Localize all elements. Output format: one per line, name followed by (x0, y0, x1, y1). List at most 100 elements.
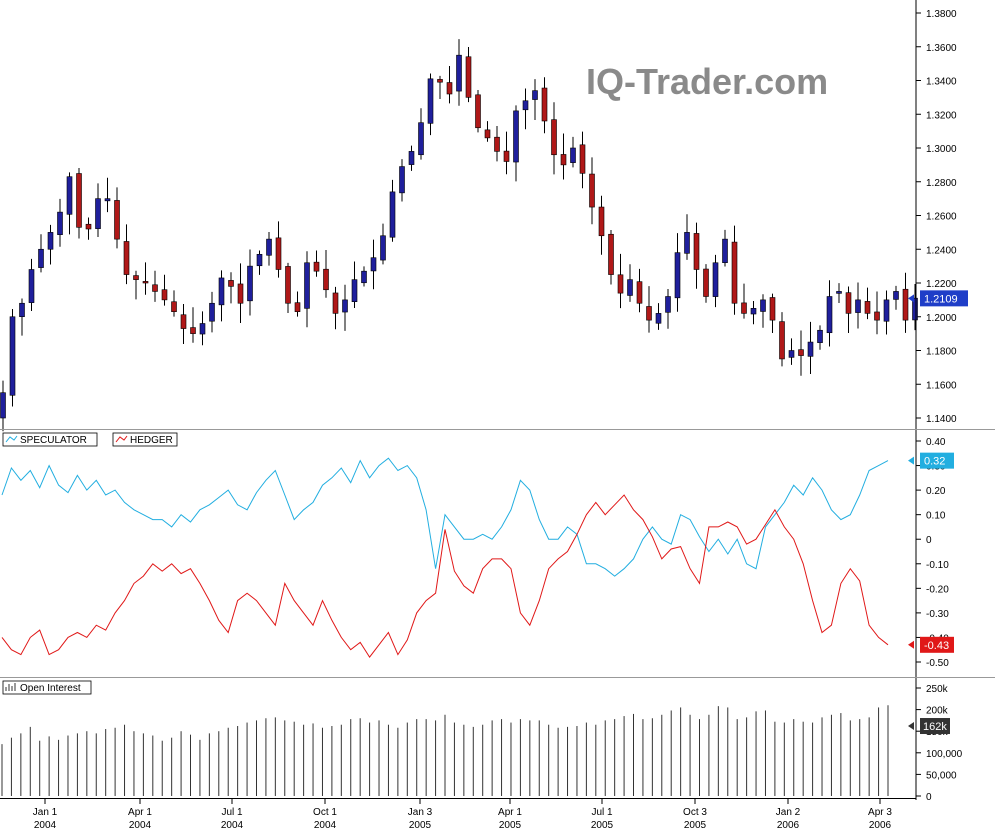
price-tick-label: 1.3400 (926, 77, 957, 88)
oi-tick-label: 200k (926, 706, 949, 717)
time-tick-year: 2005 (499, 820, 522, 831)
candle-up (370, 257, 377, 272)
price-tick-label: 1.2600 (926, 212, 957, 223)
candle-down (171, 301, 177, 312)
candle-down (845, 292, 852, 314)
legend-label: SPECULATOR (20, 435, 87, 446)
candle-up (788, 350, 795, 358)
candle-down (798, 349, 804, 356)
candle-down (560, 154, 567, 166)
candle-down (475, 94, 481, 129)
candle-down (85, 223, 92, 230)
time-tick-year: 2004 (314, 820, 337, 831)
candle-up (456, 54, 462, 92)
candle-down (437, 79, 443, 83)
cot-tick-label: -0.50 (926, 658, 949, 669)
candle-down (769, 297, 776, 321)
oi-tick-label: 250k (926, 684, 949, 695)
candle-down (275, 237, 282, 270)
candle-up (247, 265, 253, 302)
price-tick-label: 1.2400 (926, 245, 957, 256)
time-tick-label: Apr 1 (128, 807, 152, 818)
time-tick-year: 2005 (409, 820, 432, 831)
candle-up (256, 254, 263, 267)
time-tick-label: Oct 1 (313, 807, 337, 818)
candle-down (313, 261, 320, 272)
time-tick-label: Oct 3 (683, 807, 707, 818)
candle-up (570, 147, 576, 163)
time-tick-year: 2004 (129, 820, 152, 831)
candle-down (693, 233, 700, 270)
candle-up (342, 299, 348, 313)
candle-up (817, 329, 823, 343)
candle-down (294, 302, 301, 312)
price-tick-label: 1.2000 (926, 313, 957, 324)
candle-down (190, 327, 196, 334)
candle-up (684, 232, 690, 254)
time-tick-year: 2005 (591, 820, 614, 831)
candle-up (9, 316, 16, 396)
price-tick-label: 1.2200 (926, 279, 957, 290)
candle-up (427, 78, 434, 124)
time-tick-label: Apr 1 (498, 807, 522, 818)
candle-up (408, 151, 415, 165)
candle-up (418, 122, 424, 156)
price-tick-label: 1.3200 (926, 110, 957, 121)
candle-down (237, 283, 244, 304)
candle-down (152, 284, 158, 292)
candle-up (627, 279, 633, 296)
oi-last-label: 162k (923, 721, 947, 733)
candle-down (703, 268, 709, 297)
candle-down (541, 87, 548, 122)
candle-down (617, 274, 624, 294)
legend-box (2, 432, 98, 447)
candle-up (807, 341, 814, 357)
candle-down (484, 129, 491, 139)
candle-down (551, 119, 557, 156)
candle-down (598, 206, 605, 237)
candle-up (19, 302, 25, 318)
time-tick-year: 2004 (34, 820, 57, 831)
candle-down (323, 268, 329, 291)
oi-last-badge (920, 718, 950, 735)
cot-panel: 0.400.300.200.100-0.10-0.20-0.30-0.40-0.… (1, 432, 954, 669)
candle-down (741, 302, 747, 314)
price-tick-label: 1.2800 (926, 178, 957, 189)
watermark: IQ-Trader.com (586, 61, 828, 102)
candle-down (646, 306, 652, 321)
candle-down (579, 144, 586, 174)
time-tick-label: Jan 3 (408, 807, 433, 818)
candle-up (351, 279, 358, 302)
candle-down (465, 56, 472, 98)
series-last-marker (908, 456, 914, 465)
candle-up (380, 235, 386, 261)
candle-up (57, 211, 63, 235)
price-tick-label: 1.1600 (926, 380, 957, 391)
legend-box (112, 432, 178, 447)
candle-down (123, 241, 130, 275)
time-tick-year: 2004 (221, 820, 244, 831)
candle-down (608, 233, 614, 275)
legend-line-icon (115, 435, 128, 443)
series-last-badge (920, 636, 954, 653)
candle-up (760, 299, 766, 312)
last-price-marker (908, 294, 914, 303)
time-tick-year: 2006 (777, 820, 800, 831)
price-tick-label: 1.1400 (926, 414, 957, 425)
candle-up (0, 392, 6, 419)
candle-up (199, 323, 206, 335)
candle-down (142, 281, 149, 284)
candle-up (209, 302, 215, 322)
candle-down (133, 275, 139, 280)
candle-up (66, 176, 73, 215)
candle-up (826, 296, 833, 334)
candle-up (28, 269, 35, 303)
series-last-marker (908, 640, 914, 649)
candle-down (114, 200, 120, 240)
series-line-speculator (1, 457, 889, 577)
price-tick-label: 1.3800 (926, 9, 957, 20)
time-tick-label: Jan 2 (776, 807, 801, 818)
candle-up (266, 238, 272, 256)
